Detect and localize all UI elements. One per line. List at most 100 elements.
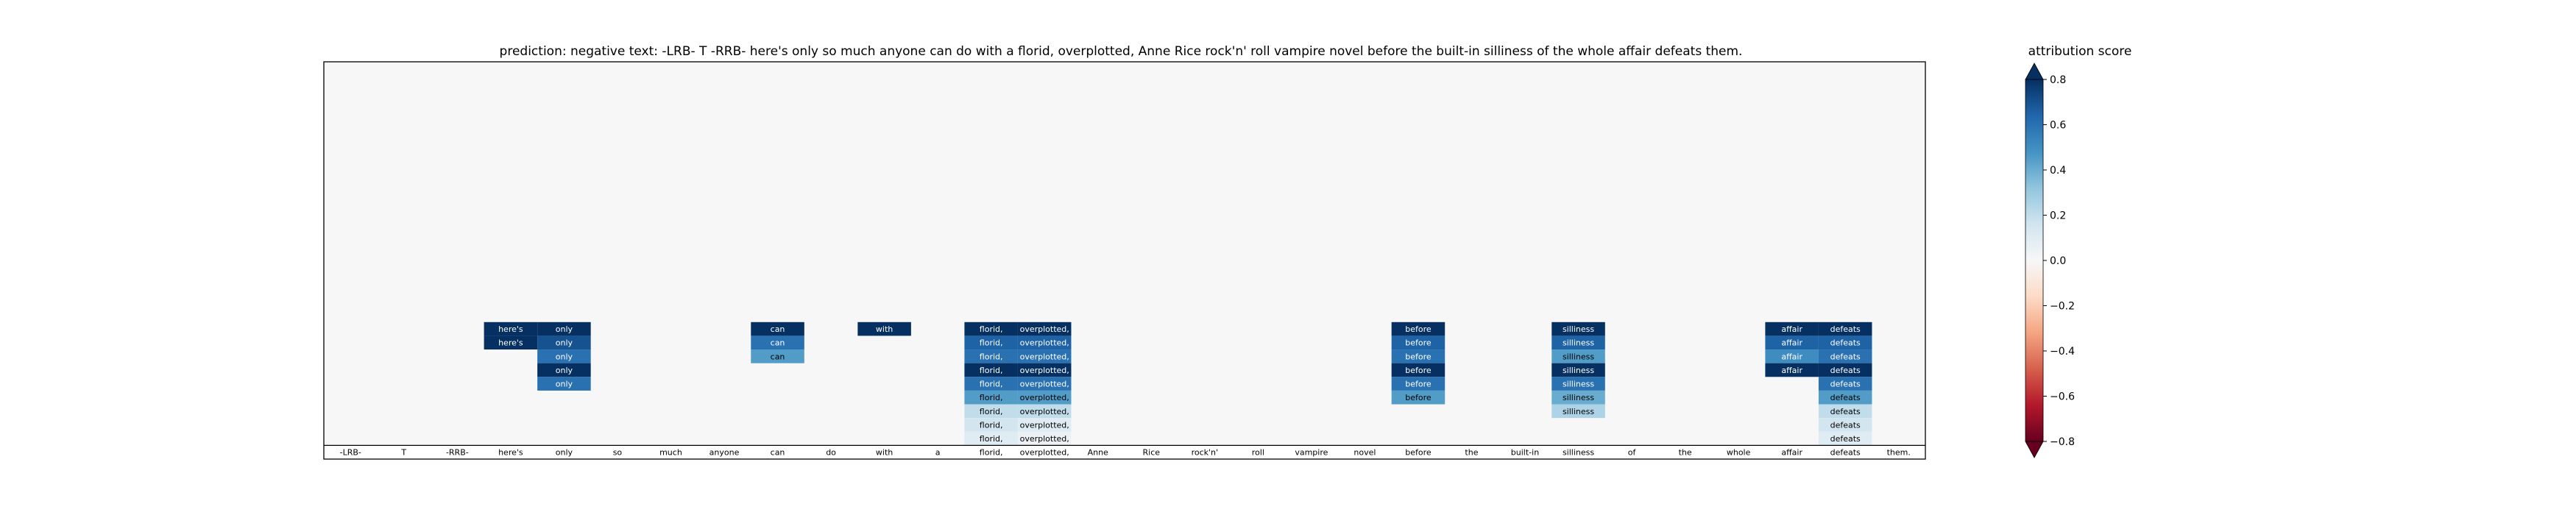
attribution-cell (751, 322, 804, 336)
token-cell (751, 445, 804, 459)
attribution-cell (1017, 335, 1072, 350)
attribution-cell (751, 349, 804, 363)
attribution-cell (1818, 322, 1872, 336)
attribution-cell (1017, 431, 1072, 446)
token-cell (1658, 445, 1712, 459)
attribution-cell (857, 322, 911, 336)
plot-frame (323, 61, 1926, 460)
attribution-cell (964, 335, 1018, 350)
attribution-cell-label: overplotted, (1020, 352, 1069, 361)
attribution-cell (964, 322, 1018, 336)
heatmap-cells: here's here's only only only only only can can ca… (324, 62, 1925, 459)
attribution-cell (1765, 335, 1819, 350)
token-label: the (1679, 448, 1692, 458)
chart-title: prediction: negative text: -LRB- T -RRB-… (500, 44, 1743, 59)
token-label: of (1628, 448, 1637, 458)
attribution-cell-label: before (1405, 324, 1432, 334)
attribution-cell (1391, 322, 1446, 336)
attribution-cell-label: florid, (980, 380, 1003, 389)
token-cell (644, 445, 698, 459)
token-label: the (1465, 448, 1478, 458)
token-cell (1711, 445, 1766, 459)
token-label: roll (1252, 448, 1264, 458)
colorbar-tick-label: 0.6 (2050, 120, 2066, 132)
attribution-cell-label: only (556, 366, 573, 375)
attribution-cell-label: with (876, 324, 893, 334)
attribution-cell (1818, 363, 1872, 377)
attribution-cell-label: overplotted, (1020, 407, 1069, 416)
attribution-cell-label: affair (1781, 338, 1802, 348)
attribution-cell (1391, 363, 1446, 377)
attribution-cell-label: defeats (1830, 407, 1861, 416)
token-cell (1872, 445, 1925, 459)
token-label: before (1405, 448, 1432, 458)
attribution-cell-label: affair (1781, 366, 1802, 375)
colorbar: 0.8 0.6 0.4 0.2 0.0 −0.2 −0.4 −0.6 −0.8 (2025, 63, 2075, 458)
attribution-cell (1765, 322, 1819, 336)
token-label: overplotted, (1020, 448, 1069, 458)
attribution-cell (1391, 377, 1446, 391)
colorbar-label: attribution score (2028, 44, 2132, 59)
token-cell (431, 445, 484, 459)
attribution-cell-label: before (1405, 338, 1432, 348)
token-cell (1604, 445, 1659, 459)
attribution-cell (537, 363, 591, 377)
attribution-cell-label: before (1405, 352, 1432, 361)
heatmap-background (324, 62, 1925, 459)
token-cell (964, 445, 1018, 459)
attribution-cell (1818, 390, 1872, 405)
colorbar-tick-label: −0.2 (2050, 301, 2075, 313)
attribution-cell-label: defeats (1830, 393, 1861, 402)
token-cell (1445, 445, 1498, 459)
attribution-cell-label: overplotted, (1020, 380, 1069, 389)
token-label: T (400, 448, 406, 458)
colorbar-tick-label: 0.2 (2050, 210, 2066, 222)
attribution-cell (1017, 404, 1072, 419)
attribution-cell-label: silliness (1563, 393, 1594, 402)
token-label: here's (498, 448, 523, 458)
attribution-cell (484, 335, 538, 350)
attribution-cell-label: defeats (1830, 352, 1861, 361)
attribution-cell-label: can (771, 352, 785, 361)
attribution-cell-label: affair (1781, 324, 1802, 334)
token-cell (537, 445, 591, 459)
token-label: them. (1887, 448, 1911, 458)
token-cell (377, 445, 431, 459)
attribution-cell-label: florid, (980, 393, 1003, 402)
attribution-cell-label: only (556, 338, 573, 348)
token-cell (1178, 445, 1232, 459)
attribution-cell (1551, 363, 1605, 377)
attribution-cell (964, 390, 1018, 405)
attribution-cell-label: florid, (980, 420, 1003, 430)
colorbar-tick-label: −0.4 (2050, 346, 2075, 358)
attribution-cell (537, 377, 591, 391)
attribution-cell-label: silliness (1563, 324, 1594, 334)
token-label: with (876, 448, 893, 458)
token-cell (910, 445, 965, 459)
attribution-cell (964, 431, 1018, 446)
attribution-cell (484, 322, 538, 336)
token-cell (484, 445, 538, 459)
attribution-cell-label: before (1405, 380, 1432, 389)
plot-border (323, 61, 1926, 460)
token-cell (1498, 445, 1552, 459)
colorbar-tick-label: 0.4 (2050, 165, 2066, 177)
attribution-cell (1551, 404, 1605, 419)
attribution-cell (1391, 390, 1446, 405)
attribution-cell (1017, 349, 1072, 363)
token-label: can (771, 448, 785, 458)
token-label: much (659, 448, 682, 458)
token-cell (697, 445, 751, 459)
token-label: whole (1727, 448, 1751, 458)
attribution-cell (1818, 335, 1872, 350)
attribution-cell (751, 335, 804, 350)
token-label: anyone (710, 448, 740, 458)
attribution-cell (1818, 377, 1872, 391)
attribution-cell-label: silliness (1563, 407, 1594, 416)
attribution-cell-label: silliness (1563, 380, 1594, 389)
attribution-cell (1017, 322, 1072, 336)
attribution-cell-label: overplotted, (1020, 434, 1069, 444)
attribution-cell (1551, 349, 1605, 363)
attribution-cell (1765, 349, 1819, 363)
